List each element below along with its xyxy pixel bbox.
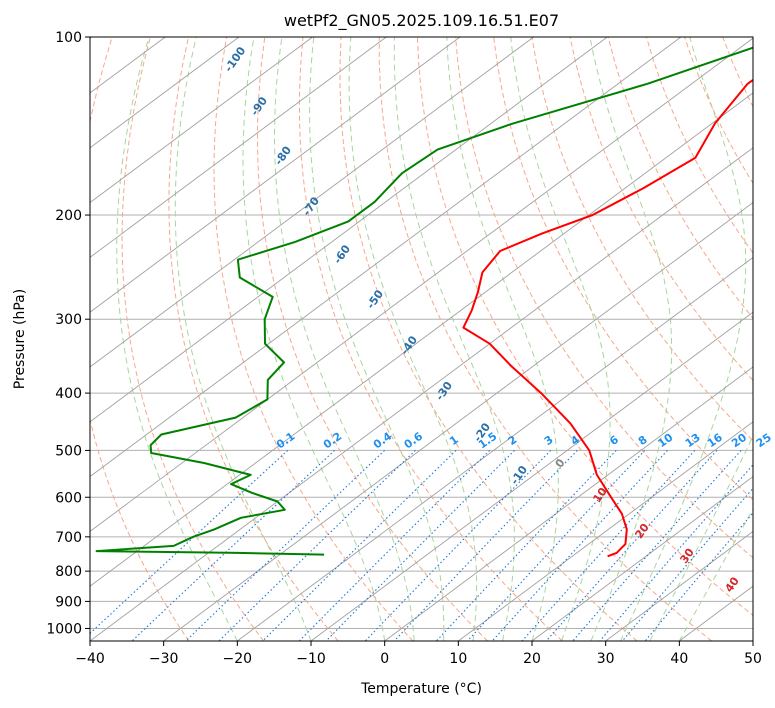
dry-adiabat-line: [339, 37, 638, 641]
x-tick-label: 0: [380, 651, 389, 667]
moist-adiabat-line: [242, 37, 386, 641]
dry-adiabat-line: [416, 37, 753, 617]
moist-adiabat-line: [619, 37, 747, 641]
x-tick-label: 20: [523, 651, 541, 667]
isotherm-line: [90, 37, 461, 313]
isotherm-line: [458, 421, 753, 641]
sounding-series: [95, 46, 753, 558]
mixing-ratio-line: [298, 450, 491, 641]
isotherm-line: [310, 311, 753, 641]
mixing-ratio-line: [545, 450, 718, 641]
isotherm-line: [90, 37, 682, 478]
isotherm-line: [90, 147, 753, 641]
plot-background: [90, 37, 753, 641]
moist-adiabat-line: [309, 37, 445, 641]
y-tick-label: 500: [55, 443, 82, 459]
mixing-ratio-line: [131, 449, 335, 641]
dry-adiabat-line: [455, 37, 753, 559]
mixing-ratio-line: [621, 487, 753, 641]
plot-frame: [89, 36, 754, 642]
y-tick-label: 200: [55, 208, 82, 224]
y-tick-label: 1000: [46, 621, 82, 637]
y-tick-label: 700: [55, 530, 82, 546]
isotherm-line: [90, 37, 240, 149]
isotherm-line: [90, 92, 753, 587]
y-axis-label: Pressure (hPa): [12, 289, 28, 389]
moist-adiabat-line: [116, 37, 238, 641]
isotherm-line: [90, 37, 753, 532]
y-tick-label: 800: [55, 564, 82, 580]
x-tick-label: 50: [744, 651, 762, 667]
x-axis-label: Temperature (°C): [360, 681, 482, 697]
isotherm-line: [605, 530, 753, 641]
isotherm-line: [163, 202, 753, 641]
y-axis-ticks: 1000 900 800 700 600 500 400 300 200 100: [46, 30, 90, 637]
isotherm-line: [90, 37, 534, 368]
dry-adiabat-line: [531, 37, 753, 442]
mixing-ratio-line: [364, 450, 552, 641]
moist-adiabat-line: [649, 434, 753, 641]
y-tick-label: 100: [55, 30, 82, 46]
y-tick-label: 300: [55, 312, 82, 328]
moist-adiabat-line: [446, 37, 559, 641]
mixing-ratio-line: [218, 450, 416, 641]
y-tick-label: 400: [55, 386, 82, 402]
mixing-ratio-line: [325, 450, 515, 641]
x-tick-label: 10: [449, 651, 467, 667]
pressure-grid: [90, 37, 753, 629]
moist-adiabat-line: [393, 37, 515, 641]
moist-adiabat-line: [589, 37, 673, 641]
chart-title: wetPf2_GN05.2025.109.16.51.E07: [284, 11, 559, 31]
mixing-ratio-line: [521, 450, 696, 641]
isotherm-line: [90, 37, 387, 258]
mixing-ratio-line: [393, 450, 578, 641]
temperature-line: [462, 78, 753, 558]
mixing-ratio-line: [262, 450, 457, 641]
x-tick-label: −30: [149, 651, 179, 667]
isotherm-line: [752, 640, 753, 641]
x-tick-label: −20: [223, 651, 253, 667]
dry-adiabat-line: [298, 37, 563, 641]
y-tick-label: 600: [55, 490, 82, 506]
isotherm-line: [237, 256, 753, 641]
x-axis-ticks: −40 −30 −20 −10 0 10 20 30 40 50: [75, 641, 762, 667]
mixing-ratio-line: [491, 450, 668, 641]
dry-adiabat-line: [607, 37, 753, 320]
x-tick-label: 40: [670, 651, 688, 667]
dewpoint-line: [95, 46, 753, 556]
x-tick-label: −10: [296, 651, 326, 667]
mixing-ratio-lines: [90, 449, 753, 641]
mixing-ratio-line: [644, 512, 753, 641]
x-tick-label: −40: [75, 651, 105, 667]
dry-adiabat-line: [121, 37, 264, 641]
dry-adiabat-line: [90, 37, 190, 641]
mixing-ratio-label: 25: [754, 431, 774, 450]
isotherm-line: [384, 366, 753, 641]
moist-adiabat-line: [348, 37, 478, 641]
y-tick-label: 900: [55, 594, 82, 610]
isotherm-lines: [90, 37, 753, 641]
dry-adiabat-line: [761, 37, 775, 641]
mixing-ratio-line: [467, 450, 646, 641]
isotherm-line: [531, 476, 753, 641]
isotherm-line: [90, 37, 313, 204]
dry-adiabat-line: [256, 37, 488, 641]
x-tick-label: 30: [597, 651, 615, 667]
